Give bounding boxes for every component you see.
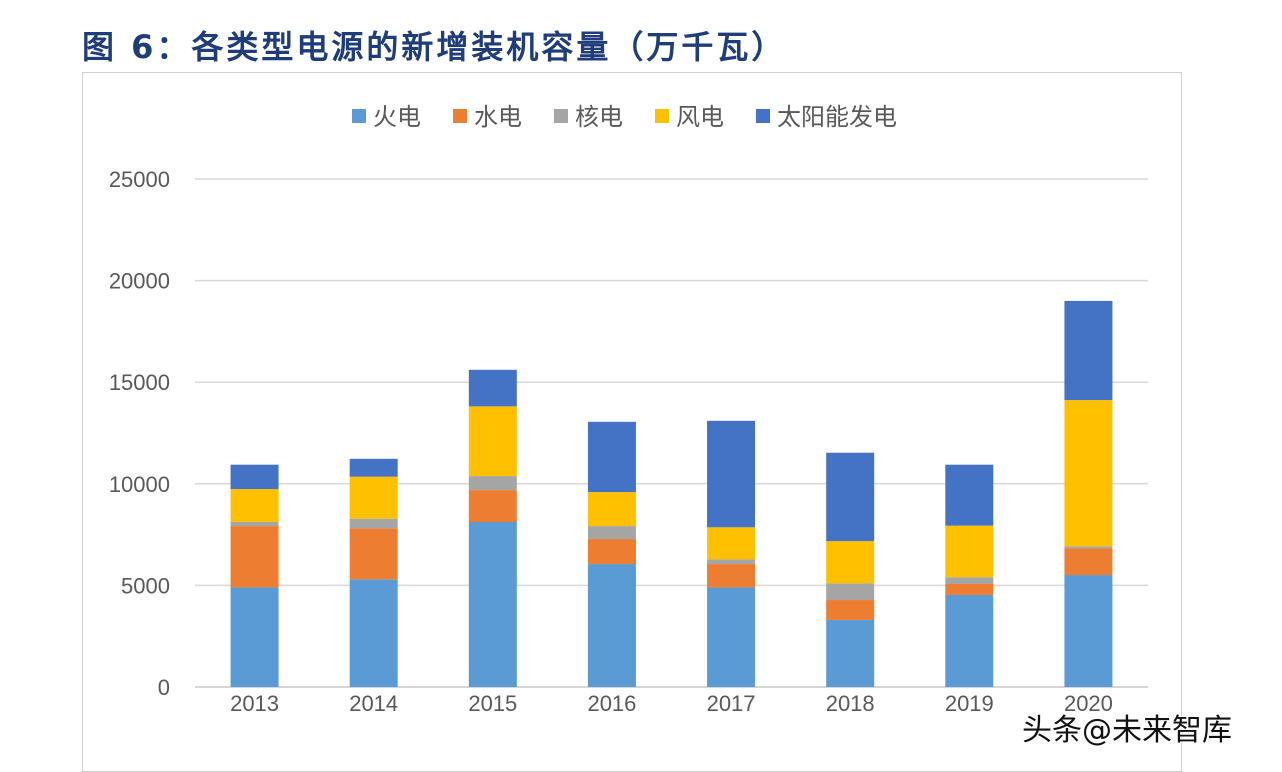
bar-segment-2020-0 <box>1064 575 1113 687</box>
x-tick-label: 2014 <box>349 691 398 716</box>
y-tick-label: 5000 <box>121 573 170 598</box>
bar-segment-2020-1 <box>1064 548 1113 576</box>
bar-segment-2014-1 <box>349 528 398 580</box>
x-tick-label: 2016 <box>587 691 636 716</box>
bar-segment-2015-0 <box>468 522 517 687</box>
y-tick-label: 10000 <box>109 472 170 497</box>
bar-segment-2019-0 <box>945 594 994 687</box>
bar-segment-2013-4 <box>230 464 279 490</box>
legend-swatch <box>756 109 770 123</box>
bar-segment-2019-3 <box>945 525 994 578</box>
bar-segment-2015-4 <box>468 369 517 407</box>
bar-segment-2018-4 <box>826 452 875 542</box>
bar-segment-2016-4 <box>587 421 636 493</box>
x-tick-label: 2020 <box>1064 691 1113 716</box>
legend-swatch <box>453 109 467 123</box>
figure-title: 图 6：各类型电源的新增装机容量（万千瓦） <box>82 28 787 66</box>
x-tick-label: 2018 <box>826 691 875 716</box>
legend-swatch <box>655 109 669 123</box>
legend-swatch <box>554 109 568 123</box>
bar-segment-2017-3 <box>707 527 756 560</box>
bar-segment-2017-1 <box>707 564 756 588</box>
bar-segment-2016-2 <box>587 526 636 540</box>
bar-segment-2015-1 <box>468 490 517 523</box>
bar-segment-2013-1 <box>230 526 279 588</box>
bar-segment-2018-2 <box>826 583 875 601</box>
y-tick-label: 0 <box>158 675 170 700</box>
legend-label: 火电 <box>373 103 421 131</box>
bar-segment-2020-3 <box>1064 400 1113 547</box>
bar-segment-2013-3 <box>230 489 279 523</box>
bar-segment-2015-2 <box>468 476 517 491</box>
bar-segment-2018-3 <box>826 541 875 584</box>
bar-segment-2019-2 <box>945 577 994 584</box>
y-tick-label: 20000 <box>109 269 170 294</box>
bar-segment-2019-4 <box>945 464 994 526</box>
bar-segment-2018-1 <box>826 600 875 620</box>
bar-segment-2014-2 <box>349 518 398 529</box>
bar-segment-2014-4 <box>349 458 398 477</box>
bar-segment-2018-0 <box>826 619 875 687</box>
legend-swatch <box>352 109 366 123</box>
x-tick-label: 2019 <box>945 691 994 716</box>
bar-segment-2017-0 <box>707 587 756 687</box>
legend-label: 风电 <box>676 103 724 131</box>
bar-segment-2020-4 <box>1064 300 1113 401</box>
legend-label: 水电 <box>474 103 522 131</box>
y-tick-label: 25000 <box>109 167 170 192</box>
bar-segment-2013-0 <box>230 587 279 687</box>
bar-segment-2016-0 <box>587 564 636 687</box>
bar-segment-2017-4 <box>707 420 756 528</box>
bar-segment-2017-2 <box>707 559 756 565</box>
x-tick-label: 2013 <box>230 691 279 716</box>
x-tick-label: 2015 <box>468 691 517 716</box>
bar-segment-2016-3 <box>587 492 636 527</box>
bar-segment-2015-3 <box>468 406 517 477</box>
bar-segment-2016-1 <box>587 539 636 565</box>
bar-segment-2013-2 <box>230 522 279 527</box>
bar-segment-2014-3 <box>349 476 398 519</box>
x-tick-label: 2017 <box>707 691 756 716</box>
bar-segment-2019-1 <box>945 583 994 595</box>
bar-segment-2014-0 <box>349 579 398 687</box>
legend-label: 太阳能发电 <box>777 103 897 131</box>
bar-segment-2020-2 <box>1064 546 1113 549</box>
legend-label: 核电 <box>575 103 623 131</box>
watermark: 头条@未来智库 <box>1022 713 1232 748</box>
y-tick-label: 15000 <box>109 370 170 395</box>
